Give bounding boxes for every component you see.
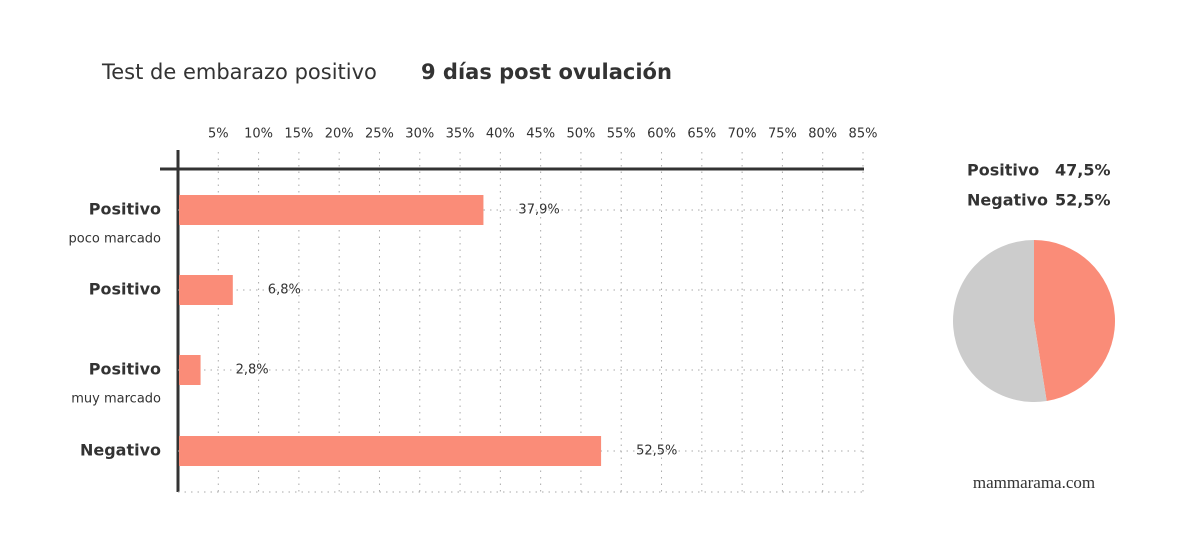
value-label: 37,9%: [518, 203, 559, 218]
x-tick-label: 30%: [405, 127, 434, 142]
bar: [179, 275, 233, 305]
x-tick-label: 60%: [647, 127, 676, 142]
x-tick-label: 65%: [687, 127, 716, 142]
x-tick-label: 75%: [768, 127, 797, 142]
x-tick-label: 50%: [566, 127, 595, 142]
x-tick-label: 40%: [486, 127, 515, 142]
footer: mammarama.com: [973, 473, 1095, 492]
x-tick-label: 35%: [446, 127, 475, 142]
category-label: Negativo: [80, 441, 161, 460]
x-tick-label: 25%: [365, 127, 394, 142]
x-tick-label: 5%: [208, 127, 229, 142]
bar: [179, 355, 201, 385]
legend-label: Positivo: [967, 161, 1039, 180]
x-tick-label: 70%: [728, 127, 757, 142]
chart-title: Test de embarazo positivo: [101, 60, 377, 84]
pie-slice: [1034, 240, 1115, 402]
category-sublabel: poco marcado: [69, 232, 161, 247]
chart-subtitle: 9 días post ovulación: [421, 60, 672, 84]
category-label: Positivo: [89, 360, 161, 379]
value-label: 52,5%: [636, 444, 677, 459]
x-tick-label: 85%: [849, 127, 878, 142]
value-label: 6,8%: [268, 283, 301, 298]
x-tick-label: 20%: [325, 127, 354, 142]
x-tick-label: 80%: [808, 127, 837, 142]
category-label: Positivo: [89, 200, 161, 219]
category-label: Positivo: [89, 280, 161, 299]
value-label: 2,8%: [236, 363, 269, 378]
legend-label: Negativo: [967, 191, 1048, 210]
category-sublabel: muy marcado: [71, 392, 161, 407]
bar: [179, 436, 602, 466]
x-tick-label: 45%: [526, 127, 555, 142]
legend-value: 47,5%: [1055, 161, 1111, 180]
pie-slice: [952, 240, 1047, 403]
x-tick-label: 15%: [284, 127, 313, 142]
x-tick-label: 55%: [607, 127, 636, 142]
bar: [179, 195, 484, 225]
legend-value: 52,5%: [1055, 191, 1111, 210]
x-tick-label: 10%: [244, 127, 273, 142]
